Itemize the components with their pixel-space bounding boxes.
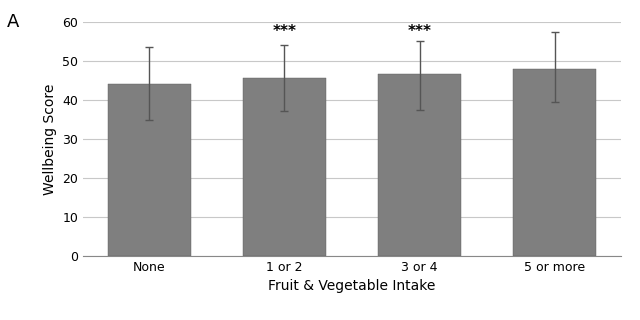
Y-axis label: Wellbeing Score: Wellbeing Score: [43, 84, 57, 195]
Bar: [513, 69, 596, 256]
Text: A: A: [6, 13, 19, 31]
Bar: [243, 78, 326, 256]
Text: ***: ***: [408, 24, 431, 39]
Bar: [378, 74, 461, 256]
X-axis label: Fruit & Vegetable Intake: Fruit & Vegetable Intake: [268, 279, 436, 293]
Bar: [108, 84, 191, 256]
Text: ***: ***: [273, 24, 296, 39]
